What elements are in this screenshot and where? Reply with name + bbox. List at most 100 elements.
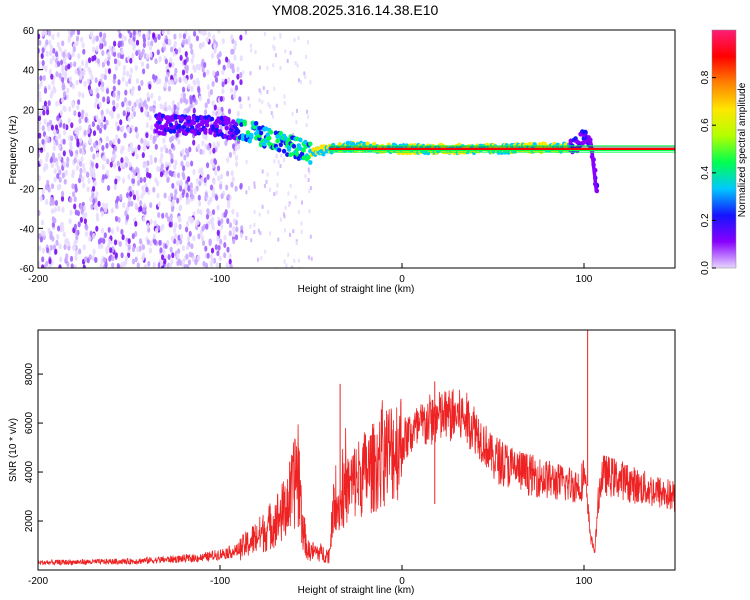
spectrogram-noise-cell <box>217 220 221 227</box>
spectrogram-noise-cell <box>121 177 126 184</box>
spectrogram-noise-cell <box>62 231 66 238</box>
spectrogram-noise-cell <box>216 250 220 257</box>
spectrogram-noise-cell <box>226 62 230 69</box>
snr-y-tick-label: 6000 <box>24 412 35 435</box>
spectrogram-noise-cell <box>145 132 149 139</box>
spectrogram-noise-cell <box>226 193 231 200</box>
spectrogram-noise-cell <box>82 144 86 151</box>
spectrogram-noise-cell <box>283 158 285 162</box>
spectrogram-ridge-cell <box>224 125 229 131</box>
spectrogram-ridge-cell <box>291 143 297 149</box>
spectrogram-ridge-cell <box>267 135 272 141</box>
snr-y-label: SNR (10 * v/v) <box>8 418 19 482</box>
spectrogram-noise-cell <box>84 231 89 237</box>
spectrogram-noise-cell <box>73 196 77 203</box>
colorbar-tick-label: 0.0 <box>700 261 711 275</box>
spectrogram-noise-cell <box>186 198 191 204</box>
spectrogram-noise-cell <box>82 244 86 251</box>
spectrogram-noise-cell <box>182 39 186 46</box>
spectrogram-noise-cell <box>93 142 97 149</box>
spectrogram-noise-cell <box>186 220 190 227</box>
spectrogram-noise-cell <box>48 264 52 268</box>
spectrogram-noise-cell <box>178 32 182 39</box>
spectrogram-noise-cell <box>77 111 81 118</box>
spectrogram-noise-cell <box>131 258 136 265</box>
spectrogram-noise-cell <box>153 220 157 227</box>
spectrogram-noise-cell <box>77 221 81 228</box>
spectrogram-noise-cell <box>223 242 227 248</box>
spectrogram-noise-cell <box>39 110 43 117</box>
spectrogram-noise-cell <box>232 238 236 245</box>
snr-x-tick-label: 0 <box>399 576 405 587</box>
spectrogram-noise-cell <box>57 61 61 67</box>
spectrogram-noise-cell <box>173 75 177 82</box>
spectrogram-noise-cell <box>68 76 72 82</box>
spectrogram-noise-cell <box>122 261 126 267</box>
spectrogram-noise-cell <box>67 240 71 247</box>
spectrogram-noise-cell <box>125 100 129 107</box>
spectrogram-noise-cell <box>41 64 45 71</box>
spectrogram-ridge-cell <box>365 141 370 147</box>
spectrogram-noise-cell <box>106 243 111 250</box>
spectrogram-noise-cell <box>41 30 45 37</box>
spectrogram-noise-cell <box>140 137 144 144</box>
spectrogram-noise-cell <box>182 188 186 195</box>
spectrogram-noise-cell <box>187 35 191 42</box>
spectrogram-noise-cell <box>101 145 105 151</box>
spectrogram-noise-cell <box>185 65 189 72</box>
spectrogram-noise-cell <box>153 100 157 107</box>
spectrogram-ridge-cell <box>285 152 290 158</box>
spectrogram-noise-cell <box>142 189 146 196</box>
spectrogram-noise-cell <box>70 263 74 268</box>
spectrogram-noise-cell <box>55 139 59 146</box>
spectrogram-noise-cell <box>150 92 154 99</box>
spectrogram-noise-cell <box>289 232 292 237</box>
spectrogram-noise-cell <box>212 141 216 148</box>
spectrogram-noise-cell <box>63 129 67 136</box>
spectrogram-noise-cell <box>297 36 300 41</box>
spectrogram-ridge-cell <box>200 115 205 121</box>
spectrogram-noise-cell <box>266 172 269 177</box>
spectrogram-noise-cell <box>116 160 120 167</box>
spectrogram-noise-cell <box>42 230 46 237</box>
spectrogram-noise-cell <box>129 32 133 39</box>
spectrogram-noise-cell <box>139 52 143 59</box>
spectrogram-noise-cell <box>49 50 53 57</box>
spectrogram-noise-cell <box>90 146 94 153</box>
spectrogram-noise-cell <box>81 176 85 183</box>
spectrogram-y-tick-label: -60 <box>20 264 35 275</box>
spectrogram-noise-cell <box>120 228 124 235</box>
spectrogram-ridge-cell <box>203 115 208 120</box>
spectrogram-noise-cell <box>190 73 194 80</box>
spectrogram-noise-cell <box>95 191 99 198</box>
spectrogram-ridge-cell <box>190 128 195 134</box>
spectrogram-noise-cell <box>159 225 163 232</box>
spectrogram-ridge-cell <box>308 160 313 165</box>
spectrogram-noise-cell <box>137 180 141 186</box>
spectrogram-noise-cell <box>116 226 120 232</box>
spectrogram-noise-cell <box>181 69 186 76</box>
spectrogram-noise-cell <box>77 53 81 60</box>
spectrogram-noise-cell <box>253 181 256 186</box>
spectrogram-noise-cell <box>162 41 166 48</box>
spectrogram-noise-cell <box>39 236 44 243</box>
spectrogram-noise-cell <box>211 209 216 216</box>
spectrogram-noise-cell <box>121 125 125 132</box>
spectrogram-noise-cell <box>250 238 253 243</box>
spectrogram-noise-cell <box>43 118 47 125</box>
spectrogram-noise-cell <box>183 97 187 104</box>
spectrogram-noise-cell <box>57 205 61 212</box>
spectrogram-noise-cell <box>105 108 109 115</box>
spectrogram-noise-cell <box>120 157 124 164</box>
spectrogram-y-tick-label: 60 <box>23 26 35 37</box>
spectrogram-noise-cell <box>41 188 45 195</box>
spectrogram-ridge-cell <box>226 117 231 122</box>
spectrogram-noise-cell <box>310 256 313 261</box>
spectrogram-noise-cell <box>216 229 220 236</box>
spectrogram-noise-cell <box>121 234 125 241</box>
spectrogram-noise-cell <box>297 210 300 215</box>
spectrogram-ridge-cell <box>303 139 308 145</box>
spectrogram-ridge-cell <box>168 129 174 134</box>
spectrogram-noise-cell <box>124 156 128 162</box>
spectrogram-noise-cell <box>117 138 121 145</box>
